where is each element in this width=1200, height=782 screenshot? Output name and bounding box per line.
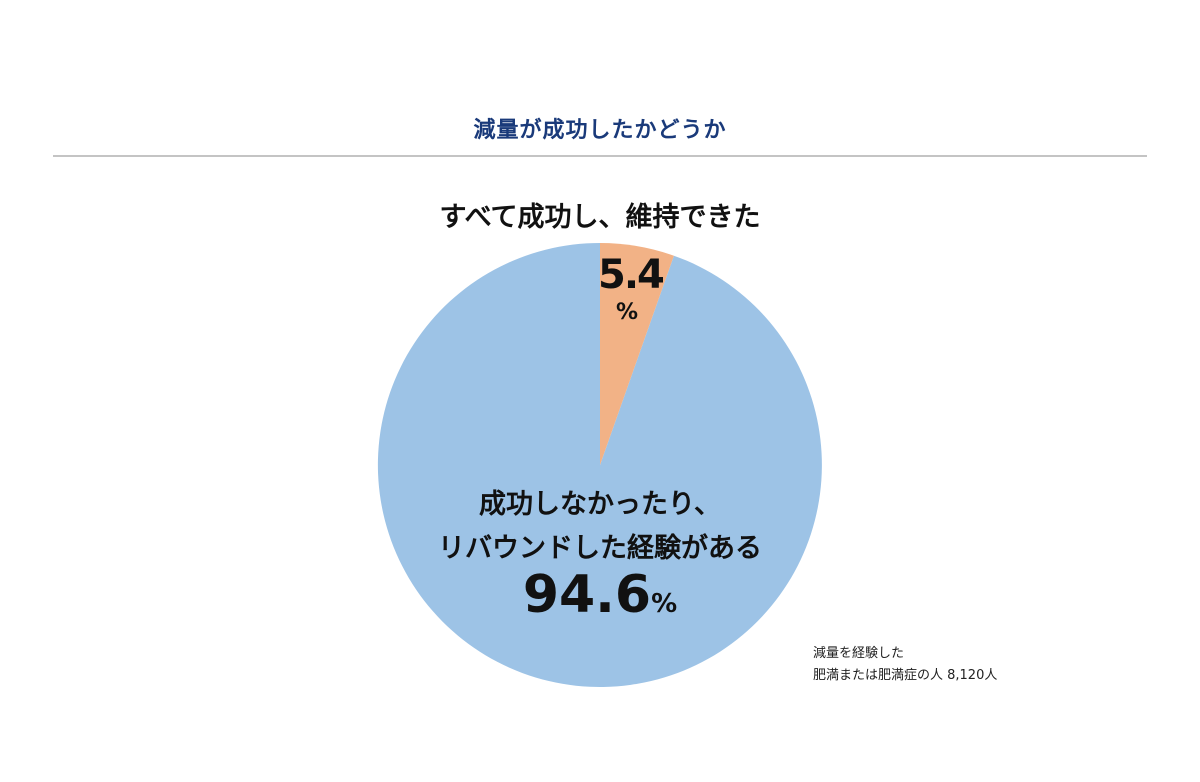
sample-note-line1: 減量を経験した: [813, 646, 905, 661]
fail-unit: %: [651, 589, 678, 619]
success-value: 5.4: [598, 252, 665, 298]
fail-label-line2: リバウンドした経験がある: [438, 533, 762, 564]
chart-title: 減量が成功したかどうか: [473, 118, 727, 143]
pie-slice-success: [600, 243, 674, 465]
sample-note: 減量を経験した 肥満または肥満症の人 8,120人: [813, 643, 997, 687]
success-unit: %: [615, 300, 639, 325]
sample-note-line2: 肥満または肥満症の人 8,120人: [813, 668, 998, 683]
fail-value: 94.6: [522, 565, 652, 625]
success-label: すべて成功し、維持できた: [439, 202, 761, 233]
fail-label-line1: 成功しなかったり、: [479, 489, 721, 520]
pie-slice-fail: [377, 242, 822, 687]
title-divider: [53, 155, 1147, 157]
fail-value-group: 94.6%: [0, 565, 1200, 625]
